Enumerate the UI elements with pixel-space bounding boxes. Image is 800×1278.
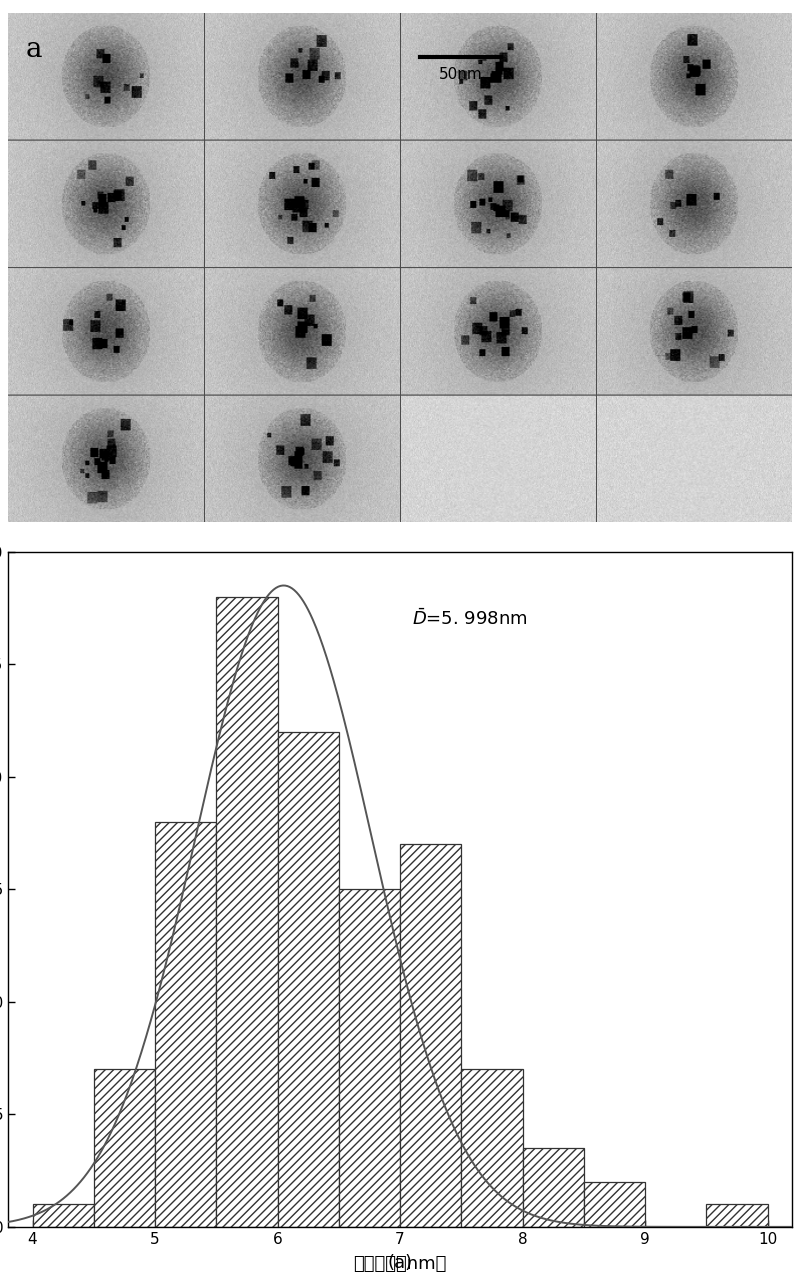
Bar bbox=[33, 1204, 94, 1227]
Bar bbox=[584, 1182, 645, 1227]
Bar bbox=[155, 822, 216, 1227]
Bar bbox=[338, 889, 400, 1227]
X-axis label: 额粒直径（nm）: 额粒直径（nm） bbox=[354, 1255, 446, 1273]
Text: $\bar{D}$=5. 998nm: $\bar{D}$=5. 998nm bbox=[412, 608, 528, 629]
Text: (a): (a) bbox=[387, 1254, 413, 1272]
Bar bbox=[278, 732, 338, 1227]
Text: a: a bbox=[26, 36, 42, 63]
Text: 50nm: 50nm bbox=[438, 66, 482, 82]
Bar bbox=[400, 845, 462, 1227]
Bar bbox=[706, 1204, 767, 1227]
Bar bbox=[522, 1148, 584, 1227]
Bar bbox=[462, 1070, 522, 1227]
Bar bbox=[216, 597, 278, 1227]
Bar bbox=[94, 1070, 155, 1227]
